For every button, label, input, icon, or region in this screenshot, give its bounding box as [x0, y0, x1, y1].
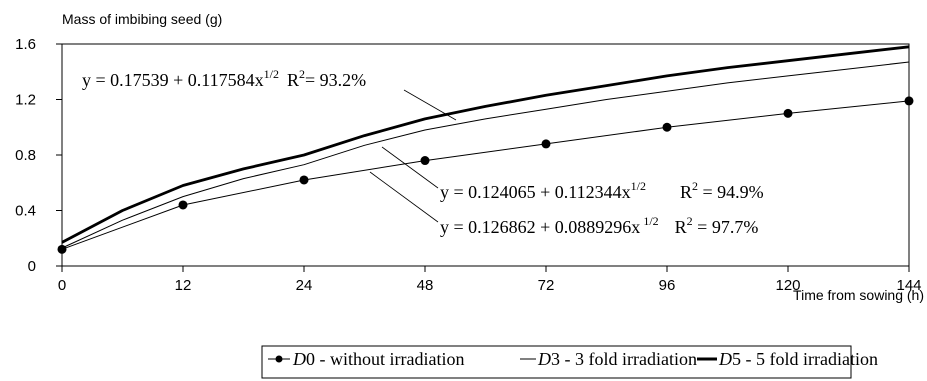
data-point-d0 — [783, 108, 793, 118]
x-tick-label: 12 — [175, 277, 192, 294]
equation-d0: y = 0.126862 + 0.0889296x 1/2 R2 = 97.7% — [440, 214, 758, 237]
data-point-d0 — [178, 200, 188, 210]
x-tick-label: 144 — [896, 277, 921, 294]
y-tick-label: 0.4 — [15, 203, 36, 220]
data-point-d0 — [57, 244, 67, 254]
x-axis-ticks: 0 12 24 48 72 96 120 144 — [58, 266, 922, 294]
legend-label-d5: D5 - 5 fold irradiation — [718, 349, 878, 369]
leader-line-d5 — [403, 89, 457, 121]
y-tick-label: 0 — [28, 258, 36, 275]
legend-label-d3: D3 - 3 fold irradiation — [537, 349, 697, 369]
x-tick-label: 48 — [417, 277, 434, 294]
data-point-d0 — [541, 139, 551, 149]
data-point-d0 — [904, 96, 914, 106]
x-tick-label: 24 — [296, 277, 313, 294]
x-tick-label: 96 — [659, 277, 676, 294]
legend-box — [261, 345, 852, 379]
leader-line-d3 — [381, 146, 439, 189]
equation-d3: y = 0.124065 + 0.112344x1/2 R2 = 94.9% — [440, 179, 764, 202]
series-line-d5 — [61, 45, 910, 244]
series-lines — [61, 45, 910, 250]
x-tick-label: 120 — [775, 277, 800, 294]
data-point-d0 — [420, 156, 430, 166]
legend: D0 - without irradiation D3 - 3 fold irr… — [261, 345, 878, 379]
x-axis-label: Time from sowing (h) — [793, 287, 924, 303]
data-point-d0 — [299, 175, 309, 185]
x-tick-label: 72 — [538, 277, 555, 294]
x-tick-label: 0 — [58, 277, 66, 294]
leader-line-d0 — [369, 171, 439, 223]
equation-d5: y = 0.17539 + 0.117584x1/2 R2= 93.2% — [82, 67, 366, 90]
legend-marker-d0 — [275, 355, 283, 363]
y-tick-label: 1.6 — [15, 36, 36, 53]
y-tick-label: 1.2 — [15, 92, 36, 109]
y-tick-label: 0.8 — [15, 147, 36, 164]
data-point-d0 — [662, 122, 672, 132]
y-axis-ticks: 0 0.4 0.8 1.2 1.6 — [15, 36, 62, 275]
series-line-d0 — [61, 100, 910, 250]
series-line-d3 — [61, 61, 910, 249]
series-markers — [57, 96, 914, 254]
y-axis-label: Mass of imbibing seed (g) — [62, 11, 222, 27]
legend-label-d0: D0 - without irradiation — [292, 349, 464, 369]
